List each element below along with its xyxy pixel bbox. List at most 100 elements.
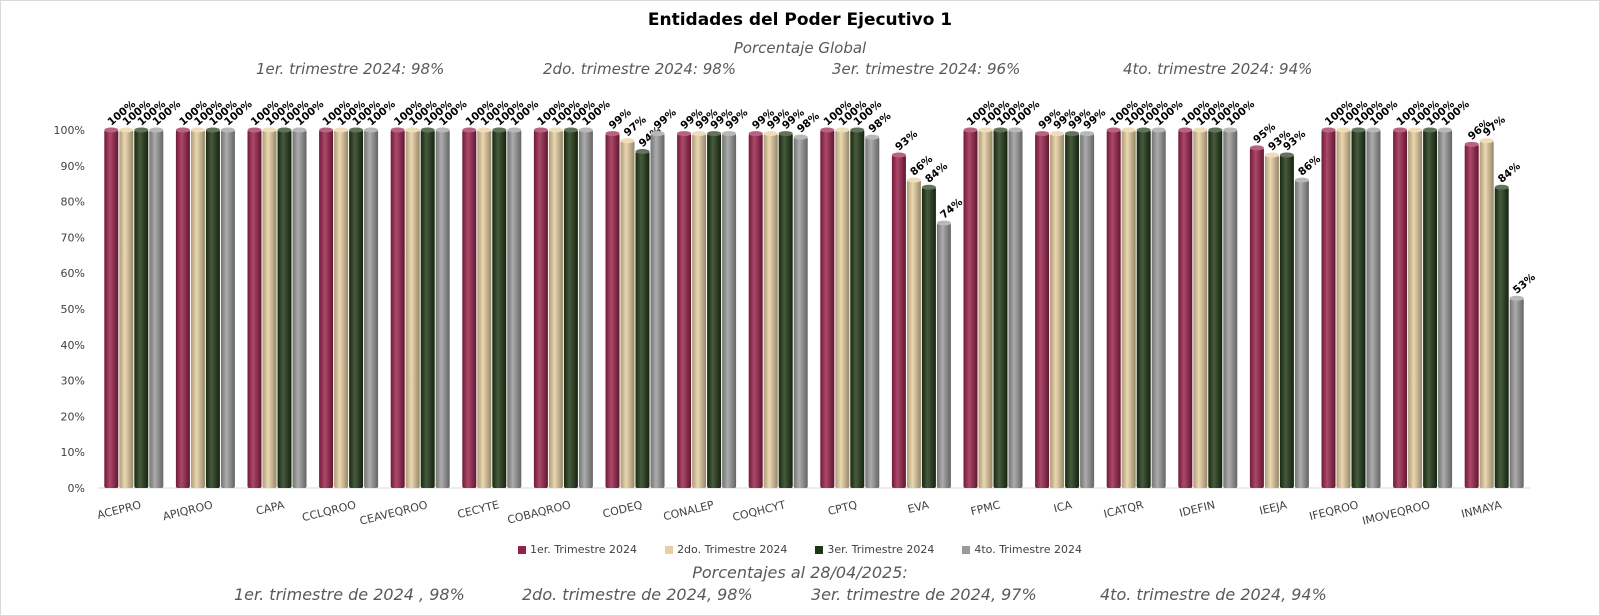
category-label: ICA	[1052, 498, 1074, 515]
bar	[247, 130, 262, 488]
bar-top	[1264, 152, 1279, 158]
bar-top	[1351, 127, 1366, 133]
category-label: IMOVEQROO	[1361, 498, 1432, 527]
legend-item-q4: 4to. Trimestre 2024	[962, 543, 1082, 556]
bar	[134, 130, 149, 488]
y-tick-label: 30%	[61, 375, 85, 388]
bar-top	[850, 127, 865, 133]
bar-top	[364, 127, 379, 133]
bar	[319, 130, 334, 488]
footer-summary-2: 2do. trimestre de 2024, 98%	[522, 585, 753, 604]
bar-top	[1008, 127, 1023, 133]
bar	[963, 130, 978, 488]
bar-top	[1494, 184, 1509, 190]
legend-label-q1: 1er. Trimestre 2024	[530, 543, 638, 556]
bar-top	[319, 127, 334, 133]
legend-swatch-q3	[815, 545, 824, 554]
bar-top	[1321, 127, 1336, 133]
bar-top	[650, 131, 665, 137]
bar-top	[533, 127, 548, 133]
data-label: 84%	[1496, 160, 1523, 186]
bar	[1106, 130, 1121, 488]
bar-top	[119, 127, 134, 133]
bar	[1035, 133, 1050, 488]
bar-top	[462, 127, 477, 133]
bar	[936, 223, 951, 488]
bar	[1136, 130, 1151, 488]
bar	[1366, 130, 1381, 488]
category-label: CEAVEQROO	[358, 498, 429, 528]
y-tick-label: 100%	[54, 124, 85, 137]
bar	[1279, 155, 1294, 488]
bar	[891, 155, 906, 488]
bar-top	[1423, 127, 1438, 133]
bar-top	[205, 127, 220, 133]
bar	[620, 140, 635, 489]
bar-top	[334, 127, 349, 133]
legend-item-q3: 3er. Trimestre 2024	[815, 543, 934, 556]
legend-label-q3: 3er. Trimestre 2024	[827, 543, 935, 556]
bar	[390, 130, 405, 488]
bar	[548, 130, 563, 488]
legend-item-q2: 2do. Trimestre 2024	[665, 543, 787, 556]
bar-top	[1279, 152, 1294, 158]
bar-top	[1366, 127, 1381, 133]
bar-top	[1393, 127, 1408, 133]
bar-top	[891, 152, 906, 158]
bar-top	[707, 131, 722, 137]
category-label: CPTQ	[827, 498, 859, 518]
category-label: APIQROO	[161, 498, 214, 523]
bar-top	[936, 220, 951, 226]
bar	[1178, 130, 1193, 488]
bar-top	[220, 127, 235, 133]
bar	[1509, 298, 1524, 488]
quarter-summary-4: 4to. trimestre 2024: 94%	[1123, 60, 1313, 78]
quarter-summary-1: 1er. trimestre 2024: 98%	[256, 60, 445, 78]
bar-top	[277, 127, 292, 133]
bar	[1008, 130, 1023, 488]
bar-top	[1464, 141, 1479, 147]
bar	[650, 133, 665, 488]
legend-swatch-q1	[518, 545, 527, 554]
bar-top	[190, 127, 205, 133]
bar	[292, 130, 307, 488]
bar-top	[722, 131, 737, 137]
bar	[262, 130, 277, 488]
bar	[820, 130, 835, 488]
bar	[533, 130, 548, 488]
bar	[635, 151, 650, 489]
bar	[1494, 187, 1509, 488]
legend-label-q2: 2do. Trimestre 2024	[677, 543, 788, 556]
bar	[850, 130, 865, 488]
legend-label-q4: 4to. Trimestre 2024	[974, 543, 1082, 556]
bar	[205, 130, 220, 488]
bar-top	[1050, 131, 1065, 137]
bar	[277, 130, 292, 488]
bar-top	[1178, 127, 1193, 133]
bar-top	[1151, 127, 1166, 133]
bar-top	[1193, 127, 1208, 133]
bar-top	[149, 127, 164, 133]
bar-top	[620, 138, 635, 144]
bar-top	[835, 127, 850, 133]
category-label: INMAYA	[1460, 498, 1503, 521]
bar-top	[175, 127, 190, 133]
bar	[778, 133, 793, 488]
bar-top	[1080, 131, 1095, 137]
y-tick-label: 10%	[61, 446, 85, 459]
bar	[334, 130, 349, 488]
data-label: 53%	[1511, 271, 1538, 297]
bar-top	[247, 127, 262, 133]
bar	[349, 130, 364, 488]
bar-top	[635, 148, 650, 154]
y-tick-label: 80%	[61, 196, 85, 209]
bar	[707, 133, 722, 488]
bar-top	[865, 134, 880, 140]
data-label: 74%	[938, 196, 965, 222]
bar-top	[492, 127, 507, 133]
category-label: ICATQR	[1102, 498, 1145, 521]
legend-item-q1: 1er. Trimestre 2024	[518, 543, 637, 556]
bar	[677, 133, 692, 488]
bar	[104, 130, 119, 488]
